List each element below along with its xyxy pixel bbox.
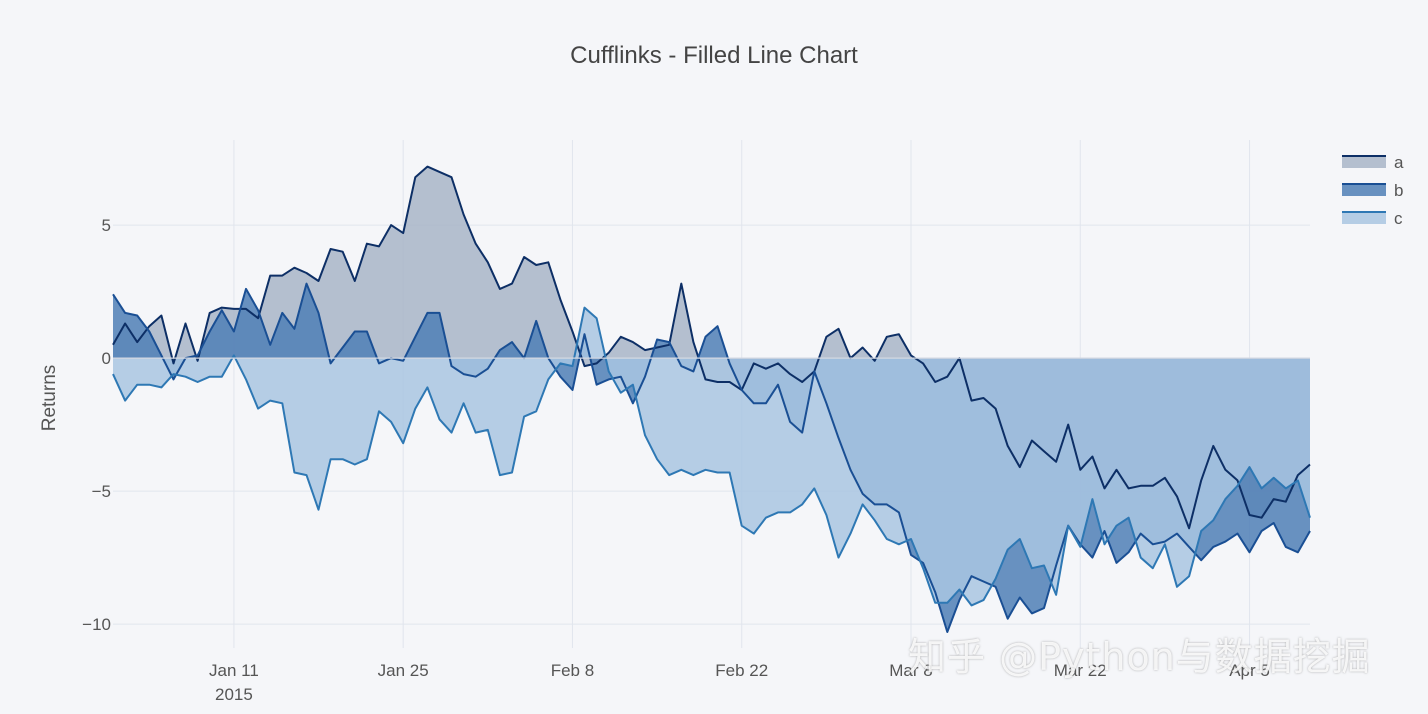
x-tick-label: Mar 22 [1054, 661, 1107, 680]
chart-title: Cufflinks - Filled Line Chart [570, 42, 858, 69]
x-tick-label: Apr 5 [1229, 661, 1270, 680]
x-tick-sublabel: 2015 [215, 685, 253, 704]
legend-label-b: b [1394, 181, 1403, 200]
legend-swatch-b [1342, 184, 1386, 196]
x-tick-label: Jan 11 [209, 661, 259, 680]
x-tick-label: Jan 25 [378, 661, 429, 680]
legend-label-c: c [1394, 209, 1403, 228]
x-tick-label: Feb 8 [551, 661, 594, 680]
watermark: 知乎 @Python与数据挖掘 [908, 635, 1371, 679]
x-tick-label: Mar 8 [889, 661, 932, 680]
series-line-c [112, 306, 1311, 607]
legend-label-a: a [1394, 153, 1404, 172]
series-lines [112, 165, 1311, 633]
legend-swatch-a [1342, 156, 1386, 168]
y-tick-label: −5 [92, 482, 111, 501]
series-line-a [112, 165, 1311, 530]
legend-swatch-c [1342, 212, 1386, 224]
x-tick-label: Feb 22 [715, 661, 768, 680]
y-tick-label: −10 [82, 615, 111, 634]
y-tick-label: 5 [102, 216, 111, 235]
y-axis-ticks: 5 0 −5 −10 [82, 216, 111, 634]
series-fill-c [113, 307, 1310, 606]
y-axis-title: Returns [39, 365, 60, 432]
y-tick-label: 0 [102, 349, 111, 368]
legend[interactable]: abc [1342, 153, 1404, 228]
x-axis-ticks: Jan 11 2015 Jan 25 Feb 8 Feb 22 Mar 8 Mar 22 Ap… [209, 661, 1270, 704]
series-fills [113, 166, 1310, 632]
series-line-b [112, 282, 1311, 633]
